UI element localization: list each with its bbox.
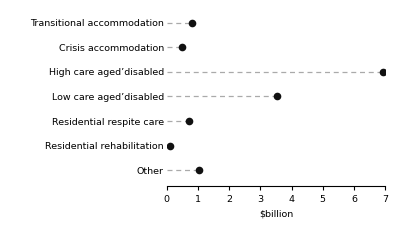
X-axis label: $billion: $billion xyxy=(259,210,293,219)
